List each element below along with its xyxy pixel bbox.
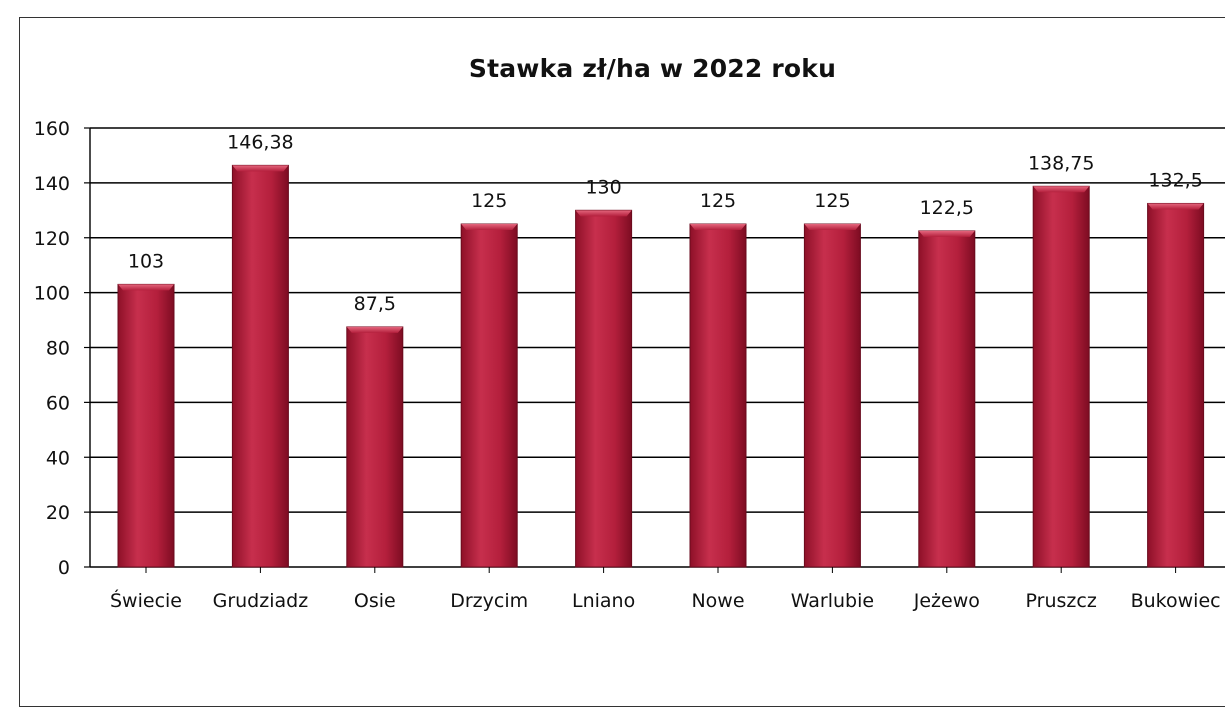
data-label: 125 bbox=[700, 190, 736, 212]
bar-top-bevel bbox=[118, 284, 174, 291]
data-label: 87,5 bbox=[354, 293, 396, 315]
y-tick-label: 80 bbox=[46, 338, 70, 360]
x-axis-categories: Świecie Grudziadz Osie Drzycim Lniano Nowe War… bbox=[110, 567, 1221, 612]
bar-top-bevel bbox=[461, 224, 518, 231]
x-category-label: Warlubie bbox=[791, 590, 874, 612]
y-tick-label: 0 bbox=[58, 557, 70, 579]
x-category-label: Bukowiec bbox=[1131, 590, 1221, 612]
bar-top-bevel bbox=[346, 326, 403, 333]
data-label: 122,5 bbox=[920, 197, 974, 219]
x-category-label: Świecie bbox=[110, 588, 182, 612]
data-label: 125 bbox=[471, 190, 507, 212]
x-category-label: Osie bbox=[354, 590, 396, 612]
data-label: 130 bbox=[585, 176, 621, 198]
bar bbox=[803, 223, 861, 568]
bar bbox=[1032, 185, 1090, 568]
y-tick-label: 160 bbox=[34, 118, 70, 140]
bar bbox=[575, 209, 633, 568]
x-category-label: Grudziadz bbox=[213, 590, 309, 612]
data-label: 132,5 bbox=[1148, 169, 1202, 191]
x-category-label: Jeżewo bbox=[913, 590, 980, 612]
y-axis-ticks: 0 20 40 60 80 100 120 140 160 bbox=[34, 118, 90, 579]
data-label: 103 bbox=[128, 250, 164, 272]
bar-top-bevel bbox=[804, 224, 861, 231]
bar bbox=[346, 326, 404, 568]
bar-chart: 0 20 40 60 80 100 120 140 160 Świecie Grudziadz Os… bbox=[34, 118, 1225, 612]
bar-top-bevel bbox=[690, 224, 746, 231]
y-tick-label: 100 bbox=[34, 283, 70, 305]
chart-title: Stawka zł/ha w 2022 roku bbox=[468, 54, 837, 83]
bar-top-bevel bbox=[1033, 186, 1090, 193]
x-category-label: Pruszcz bbox=[1026, 590, 1097, 612]
bar bbox=[460, 223, 518, 568]
bar-top-bevel bbox=[575, 210, 632, 217]
bar-top-bevel bbox=[918, 230, 975, 237]
y-tick-label: 60 bbox=[46, 392, 70, 414]
x-category-label: Lniano bbox=[572, 590, 635, 612]
bar bbox=[231, 164, 289, 568]
data-labels: 103 146,38 87,5 125 130 125 125 122,5 138,75 132,… bbox=[128, 131, 1203, 315]
bar bbox=[689, 223, 747, 568]
data-label: 125 bbox=[814, 190, 850, 212]
y-tick-label: 40 bbox=[46, 447, 70, 469]
bar bbox=[1147, 202, 1205, 568]
bar bbox=[117, 283, 175, 568]
bars bbox=[117, 164, 1205, 568]
y-tick-label: 140 bbox=[34, 173, 70, 195]
y-tick-label: 20 bbox=[46, 502, 70, 524]
x-category-label: Drzycim bbox=[450, 590, 528, 612]
x-category-label: Nowe bbox=[691, 590, 744, 612]
bar-top-bevel bbox=[232, 165, 289, 172]
data-label: 146,38 bbox=[227, 131, 293, 153]
bar-top-bevel bbox=[1147, 203, 1204, 210]
y-tick-label: 120 bbox=[34, 228, 70, 250]
data-label: 138,75 bbox=[1028, 152, 1094, 174]
bar bbox=[918, 230, 976, 568]
